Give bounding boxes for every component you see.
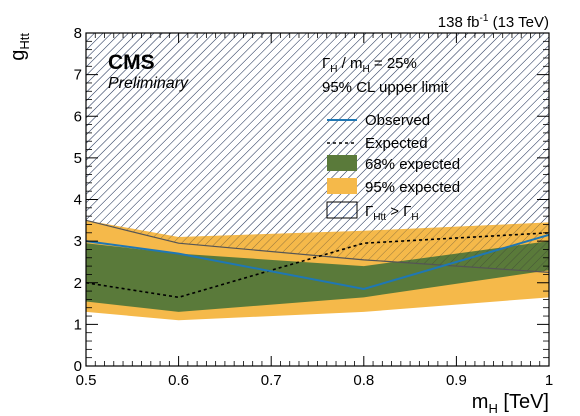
y-tick-label: 7 — [74, 67, 82, 84]
y-axis-title: gHtt — [7, 33, 32, 61]
legend-band68-label: 68% expected — [365, 156, 460, 173]
y-tick-label: 6 — [74, 108, 82, 125]
y-tick-label: 4 — [74, 192, 82, 209]
x-tick-label: 0.5 — [76, 372, 97, 389]
legend-band68-swatch — [327, 155, 357, 171]
exclusion-overlay — [86, 33, 549, 273]
ticks-layer: 0.5 0.6 0.7 0.8 0.9 1 0 1 2 3 4 5 6 7 8 — [74, 25, 554, 389]
y-tick-label: 3 — [74, 233, 82, 250]
x-tick-label: 0.7 — [261, 372, 282, 389]
lumi-label: 138 fb-1 (13 TeV) — [438, 13, 549, 31]
cl-label: 95% CL upper limit — [322, 79, 449, 96]
x-axis-title: mH [TeV] — [472, 391, 549, 416]
y-tick-label: 0 — [74, 358, 82, 375]
legend-band95-swatch — [327, 178, 357, 194]
y-tick-label: 5 — [74, 150, 82, 167]
y-tick-label: 8 — [74, 25, 82, 42]
legend-exclusion-label: ΓHtt > ΓH — [365, 203, 419, 223]
observed-line — [86, 233, 549, 291]
x-tick-label: 0.8 — [353, 372, 374, 389]
legend-expected-label: Expected — [365, 135, 428, 152]
x-tick-label: 1 — [545, 372, 553, 389]
expected-line — [86, 232, 549, 299]
x-tick-label: 0.9 — [446, 372, 467, 389]
preliminary-label: Preliminary — [108, 75, 189, 92]
y-tick-label: 2 — [74, 275, 82, 292]
legend: Observed Expected 68% expected 95% expec… — [326, 112, 460, 223]
legend-exclusion-swatch — [326, 201, 358, 219]
y-tick-label: 1 — [74, 316, 82, 333]
width-label: ΓH / mH = 25% — [322, 55, 417, 75]
cms-label: CMS — [108, 51, 155, 74]
plot-layer — [86, 33, 549, 321]
exclusion-boundary-line — [86, 219, 549, 273]
x-tick-label: 0.6 — [168, 372, 189, 389]
legend-band95-label: 95% expected — [365, 179, 460, 196]
legend-observed-label: Observed — [365, 112, 430, 129]
